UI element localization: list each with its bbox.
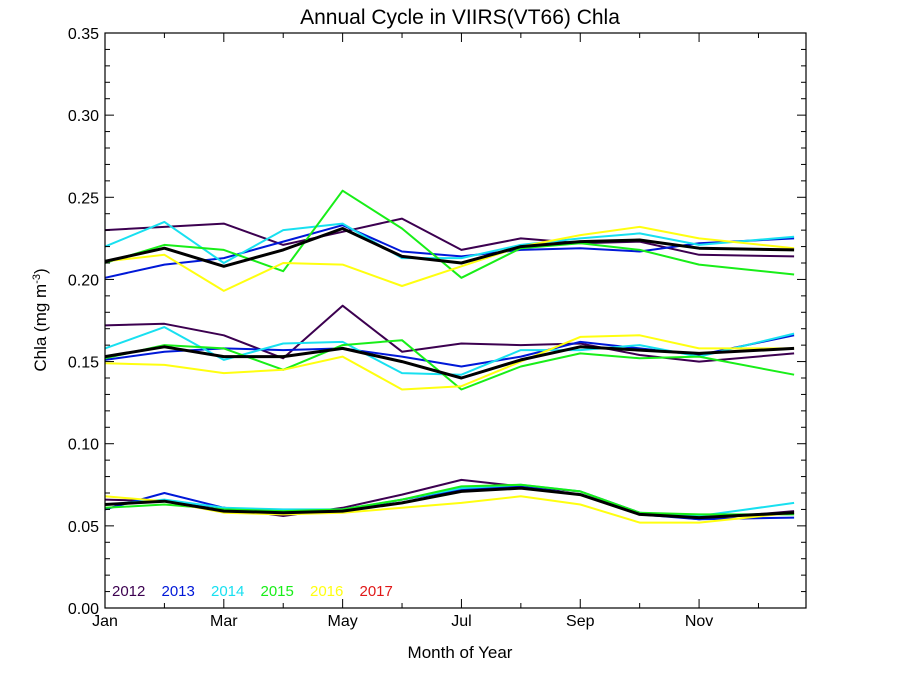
y-tick-label: 0.35	[68, 26, 99, 43]
y-axis-label-close: )	[31, 268, 50, 274]
x-tick-label: Sep	[566, 613, 595, 630]
y-tick-label: 0.10	[68, 437, 99, 454]
x-axis-label: Month of Year	[408, 643, 513, 662]
legend-item-2015: 2015	[261, 583, 294, 600]
legend-item-2017: 2017	[360, 583, 393, 600]
series-line-2015-band-1	[104, 189, 795, 279]
mean-line-band-3	[104, 486, 795, 520]
series-line-2016-band-1	[104, 225, 795, 292]
y-tick-label: 0.30	[68, 108, 99, 125]
x-tick-label: Nov	[685, 613, 713, 630]
series-line-2012-band-1	[104, 217, 795, 258]
x-axis-ticks: Jan Mar May Jul Sep Nov	[92, 33, 759, 630]
x-tick-label: Jan	[92, 613, 118, 630]
y-axis-label-main: Chla (mg m	[31, 284, 50, 372]
legend-item-2012: 2012	[112, 583, 145, 600]
y-tick-label: 0.20	[68, 272, 99, 289]
series-line-2014-band-2	[104, 326, 795, 376]
legend-item-2016: 2016	[310, 583, 343, 600]
x-tick-label: May	[328, 613, 358, 630]
mean-line-band-1	[104, 227, 795, 268]
y-axis-label: Chla (mg m-3)	[31, 268, 50, 371]
series-line-2014-band-1	[104, 220, 795, 264]
series-line-2016-band-2	[104, 334, 795, 391]
x-tick-label: Jul	[451, 613, 471, 630]
y-tick-label: 0.25	[68, 190, 99, 207]
chart-title: Annual Cycle in VIIRS(VT66) Chla	[300, 6, 620, 29]
series-line-2015-band-2	[104, 339, 795, 391]
mean-line-band-2	[104, 345, 795, 380]
legend-item-2013: 2013	[162, 583, 195, 600]
y-axis-ticks: 0.00 0.05 0.10 0.15 0.20 0.25 0.30 0.35	[68, 26, 806, 618]
y-axis-label-sup: -3	[31, 274, 43, 284]
y-tick-label: 0.05	[68, 519, 99, 536]
plot-lines	[104, 189, 795, 524]
series-line-2012-band-2	[104, 304, 795, 363]
x-tick-label: Mar	[210, 613, 238, 630]
y-tick-label: 0.15	[68, 355, 99, 372]
plot-frame	[104, 32, 807, 609]
y-tick-label: 0.00	[68, 601, 99, 618]
legend: 2012 2013 2014 2015 2016 2017	[112, 583, 393, 600]
legend-item-2014: 2014	[211, 583, 244, 600]
